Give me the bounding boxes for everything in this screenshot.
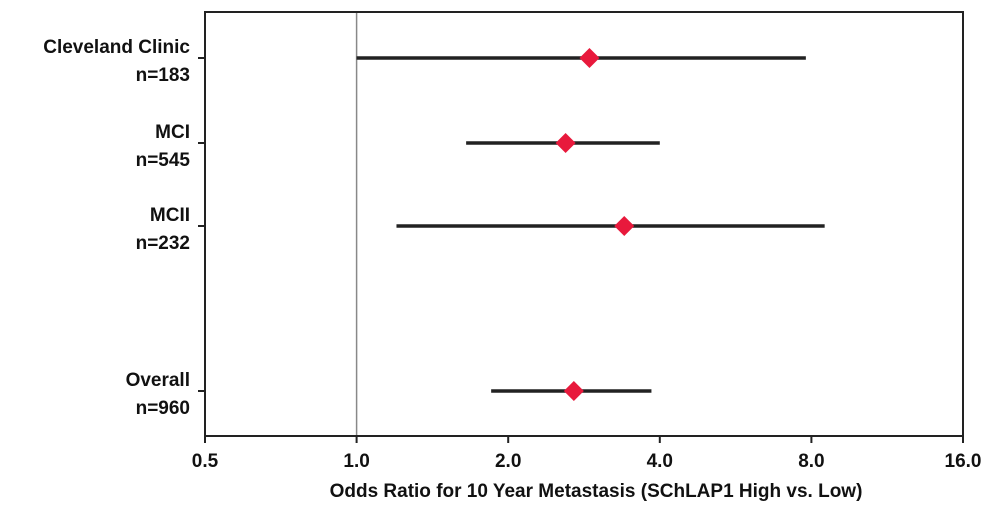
estimate-marker [579, 48, 600, 68]
estimate-marker [563, 381, 584, 401]
plot-frame [204, 11, 964, 437]
plot-layer [198, 13, 825, 435]
row-label-name: MCI [155, 122, 190, 143]
x-axis-title: Odds Ratio for 10 Year Metastasis (SChLA… [330, 481, 863, 502]
row-label-name: Cleveland Clinic [43, 37, 190, 58]
x-axis: 0.5 1.0 2.0 4.0 8.0 16.0 [192, 436, 982, 472]
row-label-name: MCII [150, 205, 190, 226]
row-label-name: Overall [126, 370, 190, 391]
row-label-n: n=545 [136, 150, 191, 171]
x-tick-label: 0.5 [192, 451, 219, 472]
x-tick-label: 2.0 [495, 451, 521, 472]
x-tick-label: 4.0 [647, 451, 673, 472]
row-label-n: n=960 [136, 398, 190, 419]
row-label-n: n=183 [136, 65, 190, 86]
x-tick-label: 8.0 [798, 451, 824, 472]
row-labels: Cleveland Clinic n=183 MCI n=545 MCII n=232 Ov… [43, 37, 190, 419]
x-tick-label: 1.0 [343, 451, 369, 472]
estimate-marker [555, 133, 576, 153]
x-tick-label: 16.0 [945, 451, 982, 472]
estimate-marker [614, 216, 635, 236]
row-label-n: n=232 [136, 233, 190, 254]
